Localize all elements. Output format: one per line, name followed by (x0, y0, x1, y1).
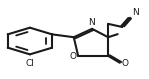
Text: O: O (70, 52, 77, 61)
Text: N: N (132, 8, 139, 17)
Text: N: N (88, 18, 95, 27)
Text: O: O (122, 59, 129, 68)
Text: Cl: Cl (25, 59, 34, 68)
